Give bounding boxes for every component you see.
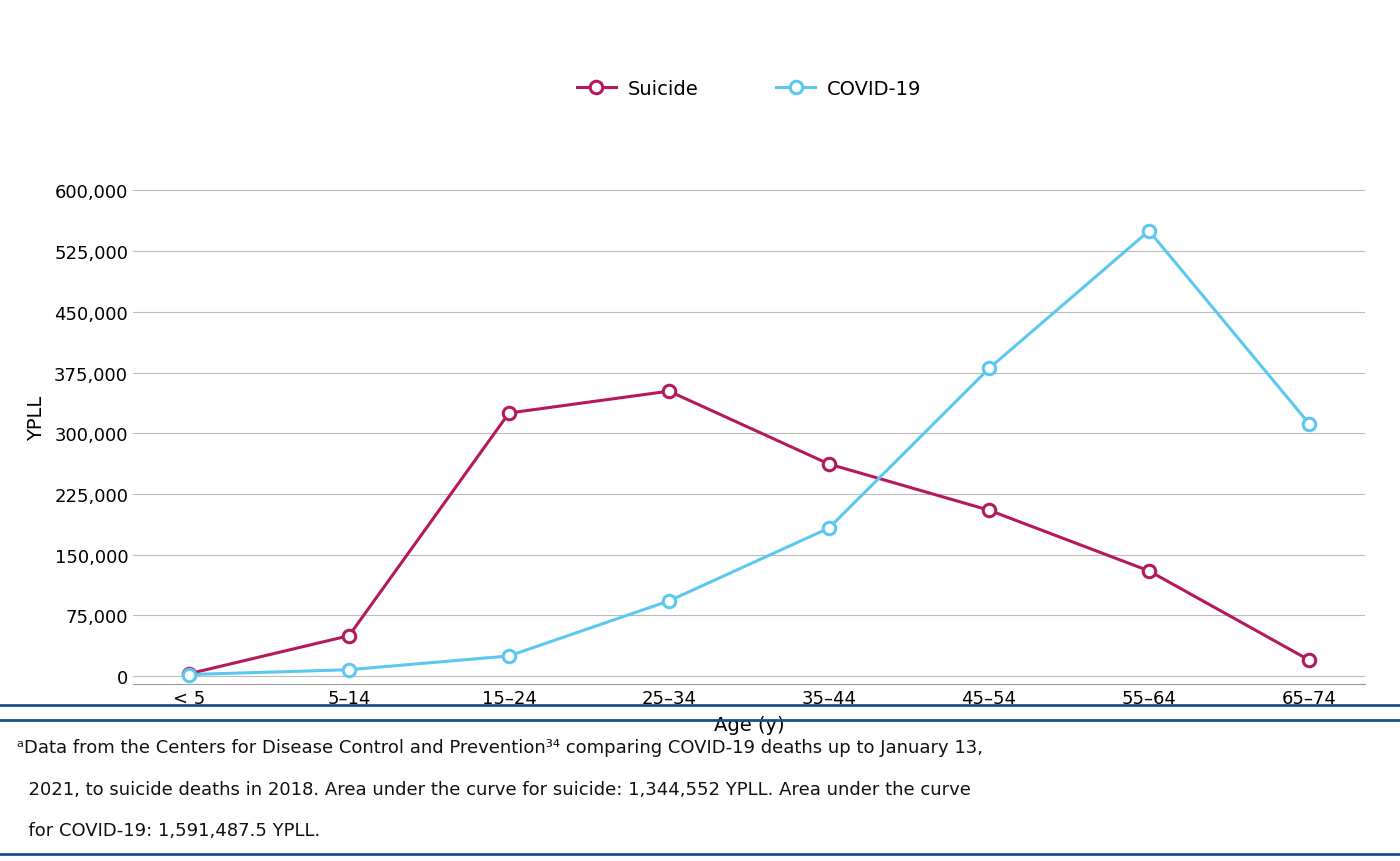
X-axis label: Age (y): Age (y) [714, 715, 784, 734]
Text: 2021, to suicide deaths in 2018. Area under the curve for suicide: 1,344,552 YPL: 2021, to suicide deaths in 2018. Area un… [17, 780, 970, 798]
Text: ᵃData from the Centers for Disease Control and Prevention³⁴ comparing COVID-19 d: ᵃData from the Centers for Disease Contr… [17, 739, 983, 757]
Y-axis label: YPLL: YPLL [27, 395, 46, 440]
Text: Figure 1. Years of Potential Life Lost (YPLL) Before Age 75 to COVID-19 and Suic: Figure 1. Years of Potential Life Lost (… [18, 31, 1338, 59]
Text: for COVID-19: 1,591,487.5 YPLL.: for COVID-19: 1,591,487.5 YPLL. [17, 821, 321, 839]
Legend: Suicide, COVID-19: Suicide, COVID-19 [570, 72, 928, 107]
